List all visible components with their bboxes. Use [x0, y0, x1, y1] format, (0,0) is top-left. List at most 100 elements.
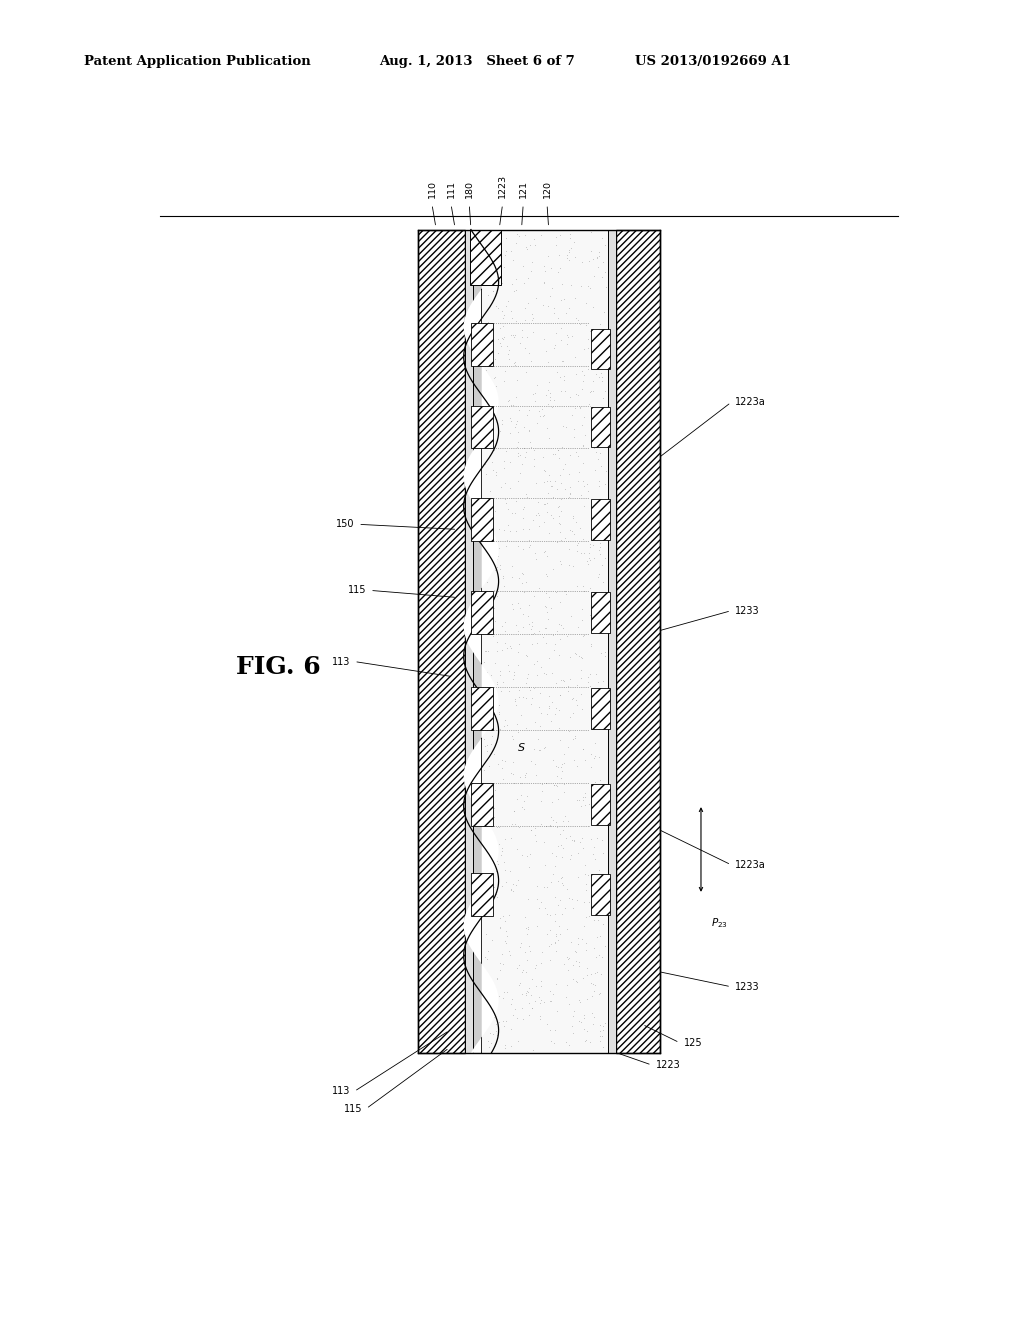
Point: [523, 436, 540, 457]
Point: [495, 568, 511, 589]
Point: [504, 273, 520, 294]
Point: [497, 1038, 513, 1059]
Point: [594, 267, 610, 288]
Point: [523, 611, 540, 632]
Point: [503, 879, 519, 900]
Point: [477, 692, 494, 713]
Point: [478, 924, 495, 945]
Point: [539, 876, 555, 898]
Point: [502, 861, 518, 882]
Point: [511, 686, 527, 708]
Point: [477, 660, 494, 681]
Point: [586, 520, 602, 541]
Point: [488, 465, 505, 486]
Point: [567, 286, 584, 308]
Point: [549, 816, 565, 837]
Point: [529, 875, 546, 896]
Point: [543, 475, 559, 496]
Point: [583, 603, 599, 624]
Point: [558, 583, 574, 605]
Point: [595, 913, 611, 935]
Point: [540, 483, 556, 504]
Point: [516, 791, 532, 812]
Point: [590, 909, 606, 931]
Point: [556, 366, 572, 387]
Point: [560, 888, 577, 909]
Bar: [591, 329, 609, 370]
Point: [552, 367, 568, 388]
Point: [561, 486, 578, 507]
Point: [544, 475, 560, 496]
Point: [559, 919, 575, 940]
Point: [546, 389, 562, 411]
Point: [523, 820, 540, 841]
Point: [476, 367, 493, 388]
Point: [537, 737, 553, 758]
Point: [575, 495, 592, 516]
Point: [574, 371, 591, 392]
Point: [580, 275, 596, 296]
Point: [494, 640, 510, 661]
Point: [504, 813, 520, 834]
Point: [547, 932, 563, 953]
Point: [582, 543, 598, 564]
Point: [488, 861, 505, 882]
Point: [546, 298, 562, 319]
Point: [493, 477, 509, 498]
Point: [510, 974, 526, 995]
Point: [542, 904, 558, 925]
Point: [537, 595, 553, 616]
Point: [556, 671, 572, 692]
Point: [560, 737, 577, 758]
Point: [574, 528, 591, 549]
Point: [479, 252, 496, 273]
Point: [540, 471, 556, 492]
Point: [519, 663, 536, 684]
Point: [490, 537, 507, 558]
Point: [584, 634, 600, 655]
Point: [521, 343, 538, 364]
Point: [524, 634, 541, 655]
Point: [592, 1030, 608, 1051]
Point: [591, 246, 607, 267]
Point: [492, 222, 508, 243]
Point: [548, 775, 564, 796]
Point: [480, 329, 497, 350]
Text: 1233: 1233: [735, 606, 760, 615]
Point: [545, 624, 561, 645]
Point: [573, 698, 590, 719]
Point: [514, 983, 530, 1005]
Point: [568, 383, 585, 404]
Point: [536, 459, 552, 480]
Point: [489, 754, 506, 775]
Text: FIG. 6: FIG. 6: [237, 655, 322, 678]
Point: [573, 647, 590, 668]
Point: [571, 461, 588, 482]
Point: [545, 558, 561, 579]
Point: [591, 564, 607, 585]
Point: [505, 325, 521, 346]
Point: [501, 941, 517, 962]
Point: [521, 235, 538, 256]
Bar: [473, 230, 481, 1053]
Point: [534, 953, 550, 974]
Point: [481, 480, 498, 502]
Point: [595, 321, 611, 342]
Point: [486, 652, 503, 673]
Point: [529, 632, 546, 653]
Point: [517, 907, 534, 928]
Point: [515, 1008, 531, 1030]
Point: [550, 756, 566, 777]
Point: [484, 281, 501, 302]
Point: [520, 267, 537, 288]
Point: [570, 989, 587, 1010]
Point: [497, 911, 513, 932]
Point: [585, 413, 601, 434]
Point: [531, 898, 548, 919]
Point: [551, 612, 567, 634]
Point: [591, 470, 607, 491]
Point: [592, 781, 608, 803]
Point: [489, 329, 506, 350]
Point: [475, 500, 492, 521]
Point: [583, 635, 599, 656]
